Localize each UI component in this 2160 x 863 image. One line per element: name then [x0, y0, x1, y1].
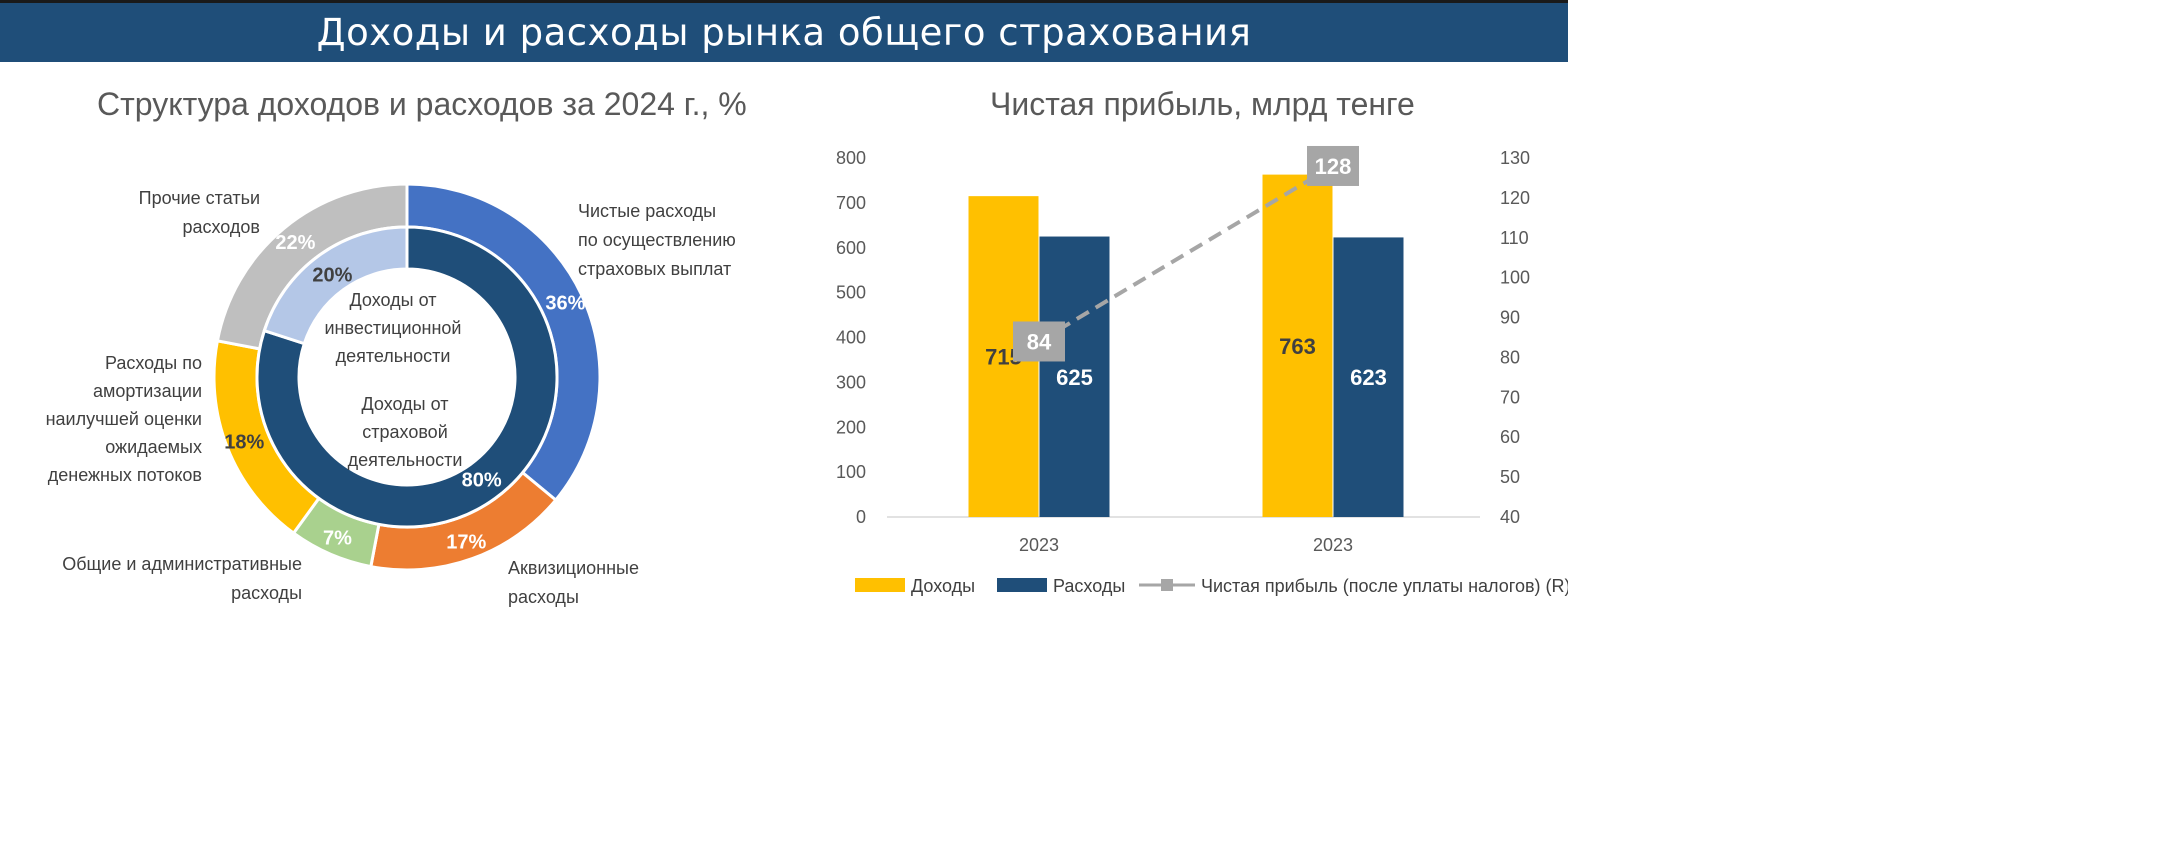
label-amortization: наилучшей оценки [46, 409, 202, 429]
legend-label: Доходы [911, 576, 975, 596]
label-insurance: деятельности [348, 450, 463, 470]
y-right-tick: 70 [1500, 387, 1520, 407]
donut-chart-title: Структура доходов и расходов за 2024 г.,… [97, 86, 747, 122]
label-acquisition: расходы [508, 587, 579, 607]
label-insurance: Доходы от [362, 394, 449, 414]
label-payouts: по осуществлению [578, 230, 736, 250]
y-right-tick: 40 [1500, 507, 1520, 527]
y-left-tick: 600 [836, 238, 866, 258]
label-amortization: ожидаемых [105, 437, 202, 457]
y-left-tick: 800 [836, 148, 866, 168]
donut-chart: 36% 17% 7% 18% 22% 80% 20% Чистые расходы по осу… [46, 182, 736, 607]
outer-slice-label-3: 18% [224, 431, 264, 453]
y-left-tick: 700 [836, 193, 866, 213]
label-investment: деятельности [336, 346, 451, 366]
legend-label: Чистая прибыль (после уплаты налогов) (R… [1201, 576, 1568, 596]
inner-slice-1 [262, 225, 409, 346]
outer-slice-label-2: 7% [323, 528, 352, 550]
bar-value-label: 623 [1350, 365, 1387, 390]
page-title: Доходы и расходы рынка общего страховани… [316, 11, 1252, 54]
outer-slice-label-0: 36% [545, 292, 585, 314]
y-right-tick: 60 [1500, 427, 1520, 447]
legend-label: Расходы [1053, 576, 1125, 596]
x-tick-label: 2023 [1313, 535, 1353, 555]
bar-rashody-0 [1039, 236, 1110, 517]
y-left-tick: 0 [856, 507, 866, 527]
label-payouts: Чистые расходы [578, 201, 716, 221]
y-left-tick: 400 [836, 328, 866, 348]
outer-slice-label-1: 17% [446, 532, 486, 554]
y-right-tick: 120 [1500, 188, 1530, 208]
y-right-tick: 130 [1500, 148, 1530, 168]
y-left-tick: 300 [836, 372, 866, 392]
y-right-tick: 80 [1500, 347, 1520, 367]
label-admin: расходы [231, 583, 302, 603]
legend-swatch-0 [855, 578, 905, 592]
bar-value-label: 625 [1056, 365, 1093, 390]
bar-dohody-1 [1262, 174, 1333, 517]
label-insurance: страховой [362, 422, 448, 442]
x-tick-label: 2023 [1019, 535, 1059, 555]
legend-swatch-1 [997, 578, 1047, 592]
label-amortization: денежных потоков [48, 465, 202, 485]
y-right-tick: 50 [1500, 467, 1520, 487]
y-right-tick: 90 [1500, 308, 1520, 328]
profit-point-1 [1307, 145, 1359, 186]
inner-slice-label-0: 80% [462, 470, 502, 492]
label-amortization: амортизации [93, 381, 202, 401]
inner-slice-0 [255, 225, 559, 529]
label-amortization: Расходы по [105, 353, 202, 373]
bar-line-chart: 0 100 200 300 400 500 600 700 800 40 50 60 70 80 90 100… [836, 145, 1568, 596]
outer-slice-label-4: 22% [275, 232, 315, 254]
y-right-tick: 110 [1500, 228, 1529, 248]
label-payouts: страховых выплат [578, 259, 731, 279]
profit-line [1037, 164, 1335, 344]
label-other: расходов [182, 217, 260, 237]
profit-value-label: 128 [1315, 154, 1352, 179]
inner-slice-label-1: 20% [312, 264, 352, 286]
y-left-tick: 200 [836, 417, 866, 437]
label-admin: Общие и административные [62, 554, 302, 574]
header-banner: Доходы и расходы рынка общего страховани… [0, 0, 1568, 62]
bar-chart-title: Чистая прибыль, млрд тенге [990, 86, 1415, 122]
y-right-tick: 100 [1500, 268, 1530, 288]
label-acquisition: Аквизиционные [508, 558, 639, 578]
label-investment: инвестиционной [325, 318, 462, 338]
label-other: Прочие статьи [139, 188, 260, 208]
profit-point-0 [1013, 321, 1065, 362]
y-left-tick: 100 [836, 462, 866, 482]
legend-line-marker [1161, 579, 1173, 591]
bar-rashody-1 [1333, 237, 1404, 517]
profit-value-label: 84 [1027, 329, 1052, 354]
bar-value-label: 763 [1279, 334, 1316, 359]
label-investment: Доходы от [350, 290, 437, 310]
y-left-tick: 500 [836, 283, 866, 303]
